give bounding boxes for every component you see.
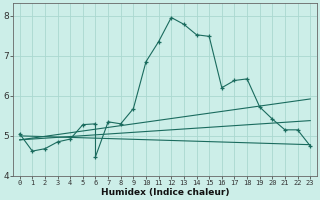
X-axis label: Humidex (Indice chaleur): Humidex (Indice chaleur) bbox=[101, 188, 229, 197]
